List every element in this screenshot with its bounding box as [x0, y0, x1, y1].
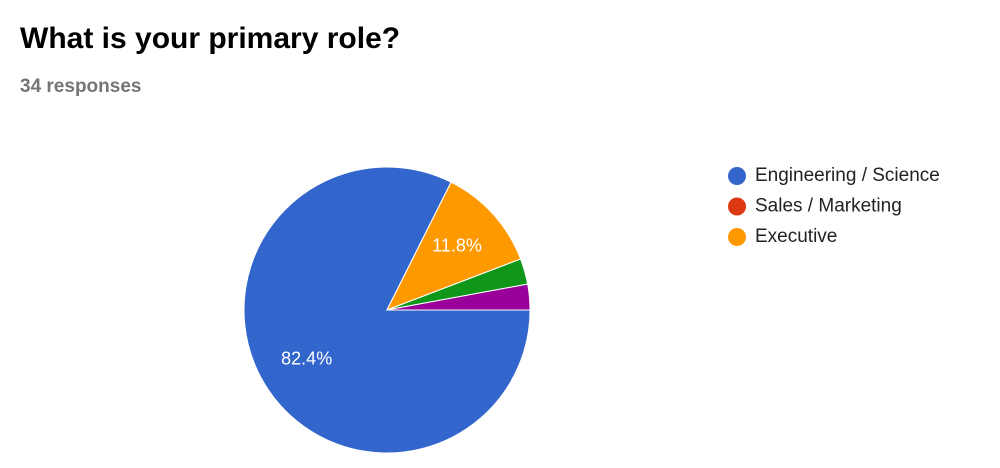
pie-slice — [386, 283, 531, 311]
slice-label: 11.8% — [432, 235, 482, 255]
pie-slice — [385, 181, 522, 311]
legend-label: Executive — [755, 226, 837, 247]
chart-title: What is your primary role? — [20, 22, 400, 55]
slice-label: 82.4% — [281, 348, 332, 368]
legend-label: Sales / Marketing — [755, 196, 902, 217]
legend-marker — [728, 228, 746, 246]
legend-marker — [728, 197, 746, 216]
legend-label: Engineering / Science — [755, 165, 940, 186]
chart-subtitle: 34 responses — [20, 76, 141, 97]
legend-marker — [728, 167, 746, 185]
